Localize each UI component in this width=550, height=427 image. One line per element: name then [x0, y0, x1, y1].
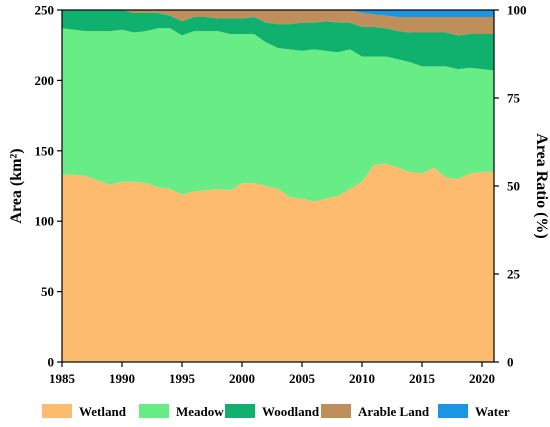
y-left-tick-label: 200 [35, 73, 55, 88]
y-left-tick-label: 150 [35, 143, 55, 158]
y-axis-left: 0 50 100 150 200 250 [35, 3, 62, 370]
area-arable-land [62, 10, 494, 36]
legend-label-wetland: Wetland [79, 404, 127, 419]
y-left-tick-label: 0 [48, 355, 55, 370]
legend-swatch-woodland [225, 404, 255, 418]
y-axis-right-title: Area Ratio (%) [533, 133, 550, 238]
x-tick-label: 2015 [409, 371, 436, 386]
legend: Wetland Meadow Woodland Arable Land Water [42, 404, 510, 419]
legend-label-water: Water [475, 404, 510, 419]
area-layers [62, 10, 494, 362]
y-right-tick-label: 100 [507, 3, 527, 18]
area-woodland [62, 10, 494, 71]
legend-label-meadow: Meadow [176, 404, 224, 419]
area-water [62, 10, 494, 18]
y-left-tick-label: 50 [41, 284, 54, 299]
legend-swatch-arable-land [321, 404, 351, 418]
x-tick-label: 2005 [289, 371, 316, 386]
x-tick-label: 1985 [49, 371, 76, 386]
legend-swatch-meadow [139, 404, 169, 418]
y-left-tick-label: 100 [35, 214, 55, 229]
y-left-tick-label: 250 [35, 3, 55, 18]
legend-label-arable-land: Arable Land [358, 404, 430, 419]
y-axis-left-title: Area (km²) [8, 148, 25, 223]
legend-swatch-water [438, 404, 468, 418]
x-tick-label: 2010 [349, 371, 375, 386]
x-tick-label: 2000 [229, 371, 255, 386]
y-right-tick-label: 0 [507, 355, 514, 370]
y-right-tick-label: 50 [507, 179, 520, 194]
x-tick-label: 2020 [469, 371, 495, 386]
area-meadow [62, 28, 494, 202]
y-right-tick-label: 75 [507, 91, 521, 106]
x-tick-label: 1990 [109, 371, 135, 386]
x-axis: 1985 1990 1995 2000 2005 2010 2015 2020 [49, 362, 495, 386]
y-axis-right: 0 25 50 75 100 [494, 3, 527, 370]
x-tick-label: 1995 [169, 371, 196, 386]
legend-swatch-wetland [42, 404, 72, 418]
area-wetland [62, 163, 494, 362]
y-right-tick-label: 25 [507, 267, 521, 282]
legend-label-woodland: Woodland [262, 404, 320, 419]
